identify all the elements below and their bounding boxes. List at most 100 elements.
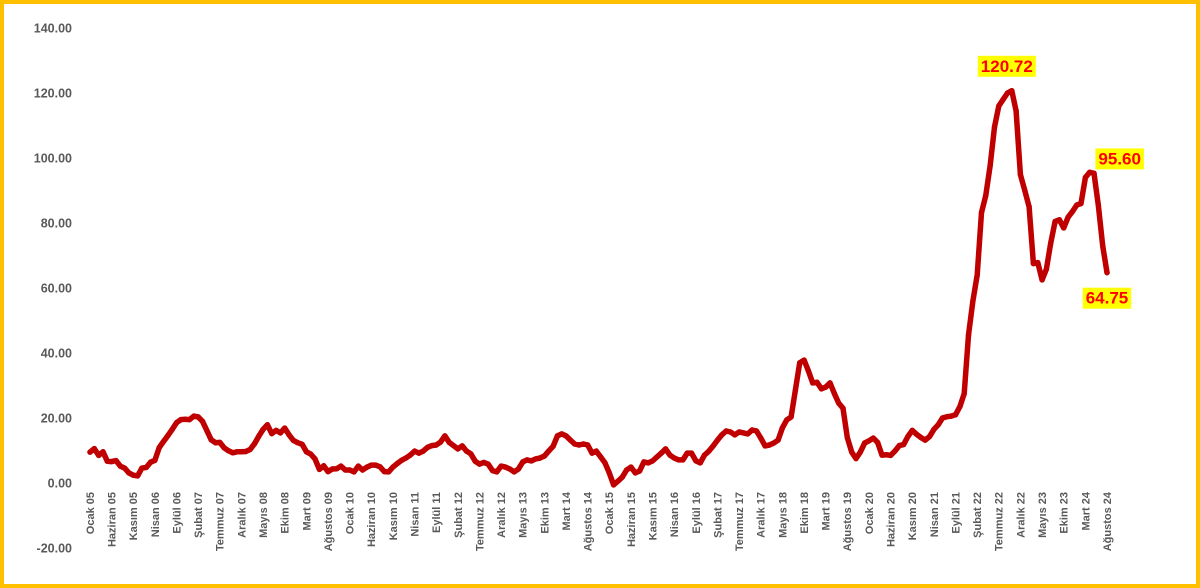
data-point xyxy=(117,463,124,469)
data-point xyxy=(732,432,738,438)
data-point xyxy=(359,467,366,473)
x-tick-label: Mart 24 xyxy=(1080,491,1092,530)
x-tick-label: Ocak 05 xyxy=(85,492,97,534)
data-point xyxy=(377,464,383,470)
data-point xyxy=(355,463,361,469)
data-point xyxy=(1065,214,1071,220)
data-label: 64.75 xyxy=(1082,287,1132,309)
data-point xyxy=(771,440,777,446)
data-point xyxy=(1043,266,1050,272)
data-point xyxy=(827,380,833,386)
data-point xyxy=(476,461,483,467)
x-tick-label: Eylül 11 xyxy=(431,492,443,533)
data-point xyxy=(628,464,634,470)
data-point xyxy=(961,390,967,397)
data-point xyxy=(987,162,993,168)
data-point xyxy=(922,437,928,443)
data-point xyxy=(909,427,915,434)
x-tick-label: Ocak 20 xyxy=(864,492,876,534)
x-tick-label: Mayıs 18 xyxy=(777,492,789,538)
data-point xyxy=(753,428,760,434)
y-tick-label: -20.00 xyxy=(37,541,72,555)
data-point xyxy=(260,426,266,433)
data-point xyxy=(165,432,171,439)
x-tick-label: Kasım 15 xyxy=(647,492,659,540)
data-point xyxy=(364,464,370,470)
data-point xyxy=(840,405,846,411)
data-point xyxy=(1022,187,1028,194)
data-point xyxy=(126,470,132,476)
data-point xyxy=(667,452,673,458)
x-tick-label: Haziran 20 xyxy=(885,492,897,547)
data-point xyxy=(879,452,885,458)
data-point xyxy=(978,209,985,216)
data-point xyxy=(576,442,582,448)
data-point xyxy=(347,467,353,473)
data-point xyxy=(572,441,578,447)
data-point xyxy=(935,422,941,428)
data-point xyxy=(121,465,128,471)
x-tick-label: Nisan 11 xyxy=(409,492,421,537)
y-tick-label: 40.00 xyxy=(41,346,72,360)
data-point xyxy=(636,468,643,474)
data-point xyxy=(256,433,262,439)
x-tick-label: Mart 09 xyxy=(301,492,313,531)
series-group xyxy=(87,87,1110,488)
data-point xyxy=(173,419,180,426)
data-point xyxy=(706,448,712,454)
data-point xyxy=(186,416,193,423)
data-point xyxy=(1000,96,1006,103)
data-point xyxy=(178,416,184,423)
data-point xyxy=(900,441,907,448)
data-point xyxy=(403,455,409,461)
data-point xyxy=(321,463,327,469)
data-point xyxy=(857,449,863,455)
data-point xyxy=(602,460,608,466)
x-tick-label: Ekim 08 xyxy=(280,492,292,534)
data-point xyxy=(1100,243,1106,249)
data-point xyxy=(1091,170,1097,176)
data-point xyxy=(862,440,868,446)
data-point xyxy=(450,442,457,449)
data-point xyxy=(874,439,881,446)
data-point xyxy=(1030,260,1037,267)
data-point xyxy=(329,466,335,472)
data-point xyxy=(147,459,154,465)
data-point xyxy=(195,414,201,420)
data-point xyxy=(1004,90,1011,96)
data-point xyxy=(481,459,487,466)
data-point xyxy=(472,458,478,464)
data-point xyxy=(520,459,526,465)
data-point xyxy=(351,469,357,475)
x-tick-label: Mayıs 08 xyxy=(258,492,270,538)
y-tick-label: 60.00 xyxy=(41,281,72,295)
data-point xyxy=(645,460,651,466)
data-point xyxy=(325,468,331,475)
data-point xyxy=(96,452,102,459)
data-point xyxy=(515,466,522,472)
data-point xyxy=(870,435,876,441)
data-point xyxy=(468,451,474,457)
data-point xyxy=(286,432,292,438)
x-tick-label: Mart 14 xyxy=(561,491,573,530)
data-point xyxy=(130,472,136,478)
x-tick-label: Temmuz 07 xyxy=(215,492,227,551)
data-point xyxy=(1069,208,1076,215)
data-point xyxy=(697,460,703,466)
data-point xyxy=(675,457,682,463)
data-point xyxy=(277,430,284,436)
data-point xyxy=(234,449,240,455)
x-tick-label: Kasım 10 xyxy=(388,492,400,540)
data-point xyxy=(212,440,219,446)
data-point xyxy=(511,469,517,475)
data-point xyxy=(680,457,686,463)
x-tick-label: Eylül 21 xyxy=(950,492,962,534)
data-point xyxy=(528,458,535,464)
data-point xyxy=(844,434,850,441)
y-tick-label: 80.00 xyxy=(41,216,72,230)
data-label-text: 120.72 xyxy=(981,57,1033,76)
x-tick-label: Nisan 21 xyxy=(929,492,941,537)
data-point xyxy=(926,433,933,440)
data-point xyxy=(853,455,859,462)
data-point xyxy=(455,446,461,452)
